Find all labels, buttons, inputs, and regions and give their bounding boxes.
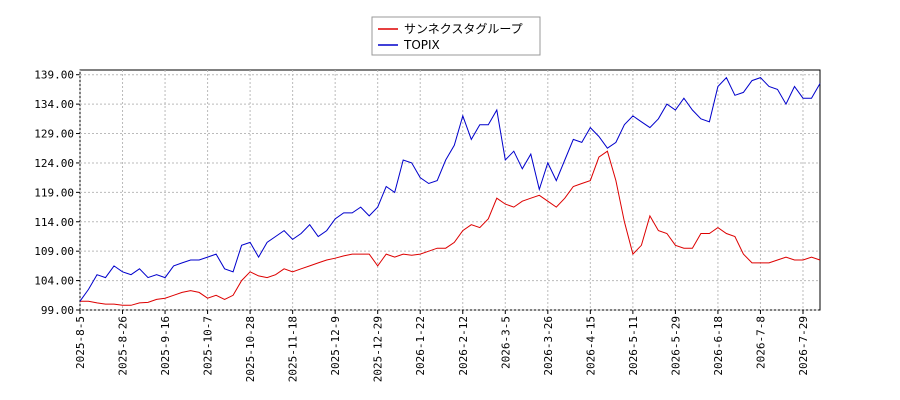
- x-tick-label: 2025-9-16: [159, 316, 172, 376]
- series-line: [79, 76, 821, 302]
- x-tick-label: 2025-8-5: [74, 316, 87, 369]
- y-tick-label: 119.00: [34, 186, 74, 199]
- legend-label: サンネクスタグループ: [404, 22, 523, 36]
- y-tick-label: 104.00: [34, 275, 74, 288]
- y-tick-label: 109.00: [34, 245, 74, 258]
- legend-label: TOPIX: [403, 38, 440, 52]
- x-tick-label: 2026-2-12: [457, 316, 470, 376]
- x-tick-label: 2026-6-18: [712, 316, 725, 376]
- series-line: [80, 150, 821, 306]
- y-tick-label: 99.00: [41, 304, 74, 317]
- y-tick-label: 134.00: [34, 98, 74, 111]
- x-tick-label: 2025-10-7: [202, 316, 215, 376]
- x-tick-label: 2025-12-29: [372, 316, 385, 382]
- y-tick-label: 114.00: [34, 216, 74, 229]
- x-tick-label: 2026-5-29: [669, 316, 682, 376]
- y-tick-label: 139.00: [34, 69, 74, 82]
- x-tick-label: 2025-10-28: [244, 316, 257, 382]
- legend: サンネクスタグループ TOPIX: [371, 16, 541, 56]
- x-tick-label: 2026-4-15: [584, 316, 597, 376]
- y-tick-label: 124.00: [34, 157, 74, 170]
- x-tick-label: 2026-7-8: [754, 316, 767, 369]
- x-tick-label: 2026-3-26: [542, 316, 555, 376]
- x-tick-label: 2026-3-5: [499, 316, 512, 369]
- x-tick-label: 2025-8-26: [117, 316, 130, 376]
- legend-box: [371, 16, 541, 56]
- x-tick-label: 2025-12-9: [329, 316, 342, 376]
- plot-frame: [79, 69, 821, 311]
- x-tick-label: 2025-11-18: [287, 316, 300, 382]
- x-tick-label: 2026-1-22: [414, 316, 427, 376]
- x-tick-label: 2026-7-29: [797, 316, 810, 376]
- x-tick-label: 2026-5-11: [627, 316, 640, 376]
- y-tick-label: 129.00: [34, 128, 74, 141]
